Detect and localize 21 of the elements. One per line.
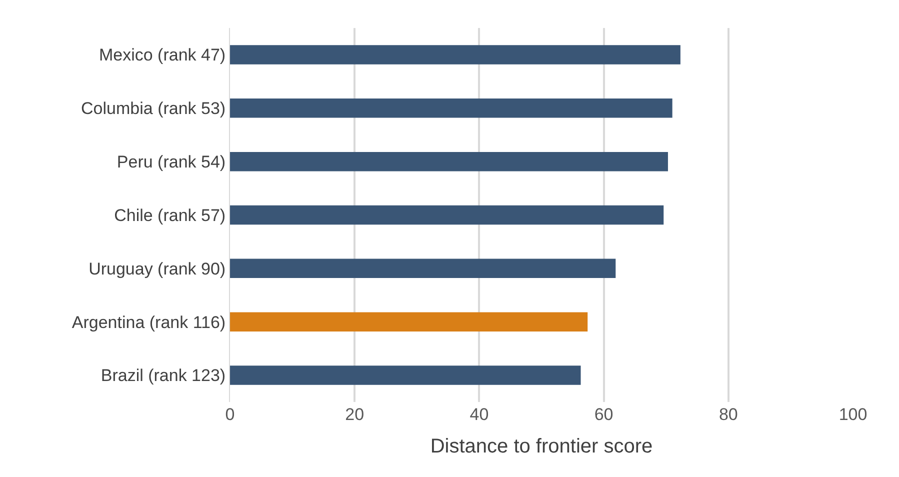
bar: [230, 312, 588, 332]
x-tick-label: 40: [470, 405, 489, 424]
x-tick-label: 20: [345, 405, 364, 424]
y-tick-label: Uruguay (rank 90): [88, 259, 226, 278]
y-tick-label: Peru (rank 54): [116, 152, 226, 172]
bar: [230, 258, 616, 278]
bar: [230, 205, 664, 225]
bar: [230, 366, 581, 385]
y-tick-label: Chile (rank 57): [114, 206, 226, 225]
x-tick-label: 80: [718, 405, 738, 424]
y-tick-label: Brazil (rank 123): [100, 366, 226, 386]
bar: [230, 152, 668, 172]
bar: [230, 45, 680, 64]
y-tick-label: Argentina (rank 116): [72, 312, 226, 332]
x-axis-title: Distance to frontier score: [430, 436, 653, 458]
x-tick-label: 60: [594, 405, 614, 424]
x-tick-label: 100: [838, 405, 868, 424]
x-tick-label: 0: [225, 405, 235, 424]
y-tick-label: Mexico (rank 47): [98, 46, 226, 65]
y-tick-label: Columbia (rank 53): [81, 99, 226, 118]
bar: [230, 98, 672, 118]
